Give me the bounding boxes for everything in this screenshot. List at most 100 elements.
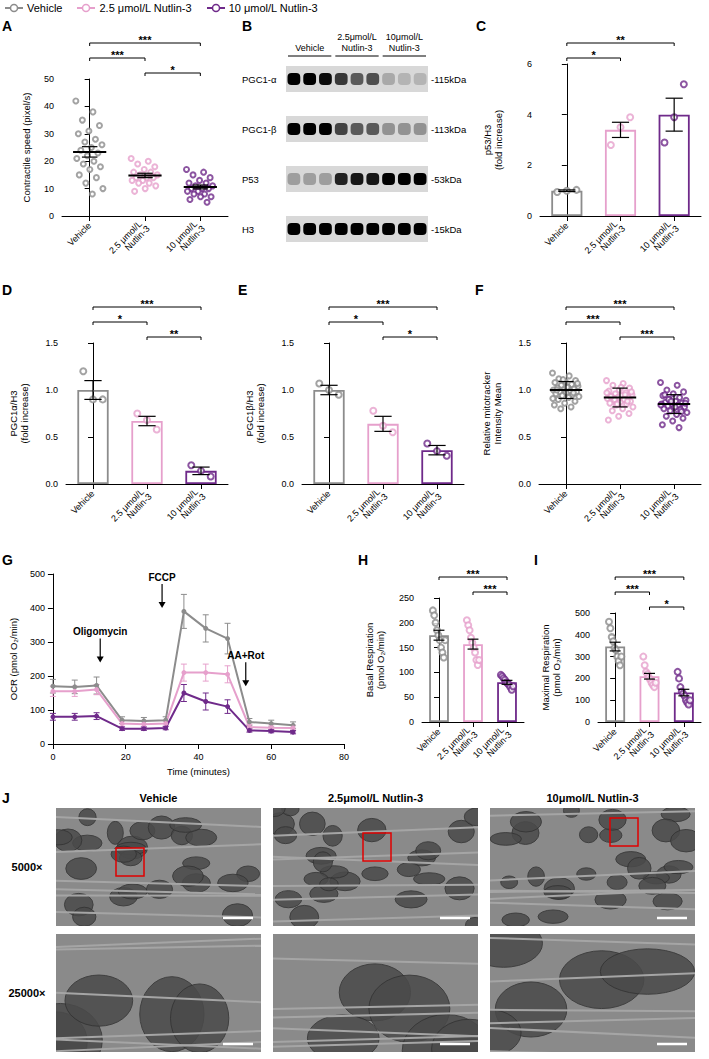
svg-text:Intensity Mean: Intensity Mean: [492, 383, 503, 445]
svg-text:400: 400: [575, 630, 590, 640]
svg-text:0: 0: [409, 717, 414, 727]
svg-text:5000×: 5000×: [12, 861, 43, 873]
svg-text:Vehicle: Vehicle: [295, 43, 324, 53]
svg-text:80: 80: [339, 752, 349, 762]
svg-text:Nutlin-3: Nutlin-3: [415, 492, 444, 521]
svg-text:-15kDa: -15kDa: [431, 224, 462, 235]
svg-text:2.5μmol/L Nutlin-3: 2.5μmol/L Nutlin-3: [328, 792, 423, 804]
svg-text:150: 150: [399, 643, 414, 653]
svg-text:***: ***: [139, 34, 153, 46]
svg-text:200: 200: [399, 618, 414, 628]
svg-text:***: ***: [111, 49, 125, 61]
svg-text:0.5: 0.5: [45, 432, 58, 442]
svg-text:0: 0: [50, 752, 55, 762]
svg-text:0.0: 0.0: [281, 479, 294, 489]
svg-text:Nutlin-3: Nutlin-3: [652, 492, 681, 521]
svg-text:200: 200: [30, 671, 45, 681]
svg-text:500: 500: [30, 569, 45, 579]
svg-text:0.0: 0.0: [45, 479, 58, 489]
svg-text:Nutlin-3: Nutlin-3: [485, 730, 514, 759]
svg-text:(pmol O₂/min): (pmol O₂/min): [551, 638, 562, 697]
svg-text:*: *: [171, 64, 176, 76]
svg-text:AA+Rot: AA+Rot: [227, 650, 265, 661]
svg-text:H3: H3: [242, 224, 254, 235]
svg-text:(fold increase): (fold increase): [255, 383, 266, 443]
svg-text:(fold increase): (fold increase): [493, 110, 504, 170]
svg-text:50: 50: [44, 74, 54, 84]
svg-text:***: ***: [484, 583, 498, 595]
svg-text:6: 6: [527, 59, 532, 69]
svg-text:***: ***: [614, 298, 628, 310]
svg-text:50: 50: [404, 692, 414, 702]
svg-text:60: 60: [266, 752, 276, 762]
svg-text:Vehicle: Vehicle: [543, 220, 571, 248]
svg-text:100: 100: [399, 667, 414, 677]
svg-text:Vehicle: Vehicle: [305, 488, 333, 516]
svg-text:Nutlin-3: Nutlin-3: [662, 730, 691, 759]
svg-text:Nutlin-3: Nutlin-3: [341, 43, 372, 53]
svg-text:PGC1β/H3: PGC1β/H3: [244, 390, 255, 436]
svg-text:*: *: [592, 49, 597, 61]
svg-text:1.5: 1.5: [518, 338, 531, 348]
svg-text:Vehicle: Vehicle: [542, 488, 570, 516]
svg-text:(pmol O₂/min): (pmol O₂/min): [375, 631, 386, 690]
svg-text:*: *: [665, 598, 670, 610]
svg-text:Nutlin-3: Nutlin-3: [598, 224, 627, 253]
svg-text:100: 100: [575, 695, 590, 705]
svg-text:1.0: 1.0: [45, 385, 58, 395]
svg-text:1.0: 1.0: [518, 385, 531, 395]
svg-text:*: *: [408, 328, 413, 340]
svg-text:Relative mitotracker: Relative mitotracker: [481, 372, 492, 456]
svg-text:0.0: 0.0: [518, 479, 531, 489]
svg-text:300: 300: [575, 652, 590, 662]
svg-text:***: ***: [587, 313, 601, 325]
svg-text:20: 20: [44, 156, 54, 166]
svg-text:***: ***: [626, 583, 640, 595]
svg-text:2: 2: [527, 160, 532, 170]
svg-text:Nutlin-3: Nutlin-3: [598, 492, 627, 521]
svg-text:2.5μmol/L: 2.5μmol/L: [337, 32, 377, 42]
svg-text:Nutlin-3: Nutlin-3: [125, 492, 154, 521]
svg-text:***: ***: [467, 568, 481, 580]
svg-text:Nutlin-3: Nutlin-3: [361, 492, 390, 521]
svg-text:25000×: 25000×: [8, 987, 45, 999]
svg-text:100: 100: [30, 705, 45, 715]
svg-text:*: *: [118, 313, 123, 325]
svg-text:p53/H3: p53/H3: [482, 125, 493, 156]
svg-text:Maximal Respiration: Maximal Respiration: [540, 624, 551, 710]
svg-text:500: 500: [575, 608, 590, 618]
svg-text:***: ***: [377, 298, 391, 310]
svg-text:40: 40: [44, 101, 54, 111]
svg-text:Oligomycin: Oligomycin: [73, 626, 127, 637]
svg-text:Nutlin-3: Nutlin-3: [652, 224, 681, 253]
svg-text:20: 20: [121, 752, 131, 762]
svg-text:P53: P53: [242, 174, 259, 185]
svg-text:10: 10: [44, 184, 54, 194]
svg-text:250: 250: [399, 593, 414, 603]
svg-text:Nutlin-3: Nutlin-3: [178, 224, 207, 253]
svg-text:1.0: 1.0: [281, 385, 294, 395]
svg-text:**: **: [616, 34, 625, 46]
svg-text:PGC1α/H3: PGC1α/H3: [8, 390, 19, 436]
svg-text:PGC1-α: PGC1-α: [242, 74, 277, 85]
svg-text:200: 200: [575, 673, 590, 683]
svg-text:400: 400: [30, 603, 45, 613]
svg-text:Contractile speed (pixel/s): Contractile speed (pixel/s): [21, 93, 32, 203]
svg-text:0: 0: [40, 739, 45, 749]
svg-text:4: 4: [527, 110, 532, 120]
svg-text:Vehicle: Vehicle: [66, 220, 94, 248]
svg-text:40: 40: [193, 752, 203, 762]
svg-text:300: 300: [30, 637, 45, 647]
svg-text:Time (minutes): Time (minutes): [167, 766, 230, 777]
svg-text:***: ***: [141, 298, 155, 310]
svg-text:-115kDa: -115kDa: [431, 74, 467, 85]
svg-text:*: *: [354, 313, 359, 325]
svg-text:30: 30: [44, 129, 54, 139]
svg-text:0: 0: [585, 717, 590, 727]
svg-text:***: ***: [643, 568, 657, 580]
svg-text:Vehicle: Vehicle: [591, 726, 619, 754]
svg-text:Nutlin-3: Nutlin-3: [389, 43, 420, 53]
svg-text:Nutlin-3: Nutlin-3: [179, 492, 208, 521]
svg-text:-53kDa: -53kDa: [431, 174, 462, 185]
svg-text:PGC1-β: PGC1-β: [242, 124, 277, 135]
